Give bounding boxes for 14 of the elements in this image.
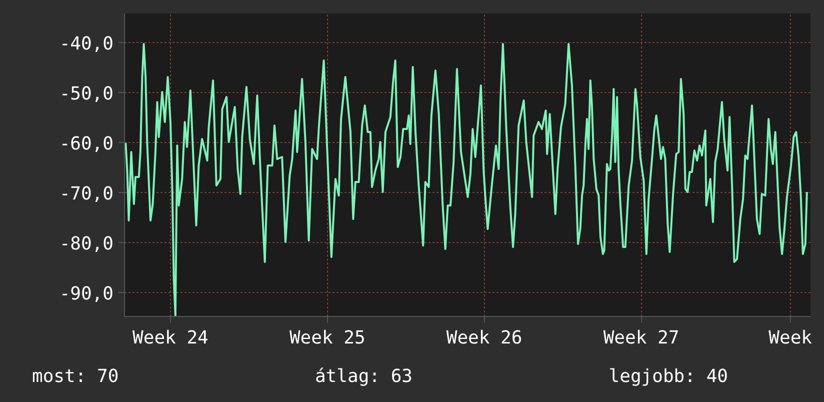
x-tick-label: Week 26	[446, 328, 522, 348]
text: most: 70	[32, 365, 119, 390]
text: legjobb: 40	[608, 365, 728, 390]
y-tick-label: -60,0	[59, 134, 114, 154]
y-tick-label: -90,0	[59, 284, 114, 304]
y-tick-label: -40,0	[59, 34, 114, 54]
x-tick-label: Week	[768, 328, 812, 348]
y-tick-label: -80,0	[59, 234, 114, 254]
x-tick-label: Week 24	[132, 328, 208, 348]
y-tick-label: -50,0	[59, 84, 114, 104]
text: átlag: 63	[314, 365, 413, 390]
y-tick-label: -70,0	[59, 184, 114, 204]
x-tick-label: Week 27	[603, 328, 680, 348]
x-tick-label: Week 25	[289, 328, 366, 348]
